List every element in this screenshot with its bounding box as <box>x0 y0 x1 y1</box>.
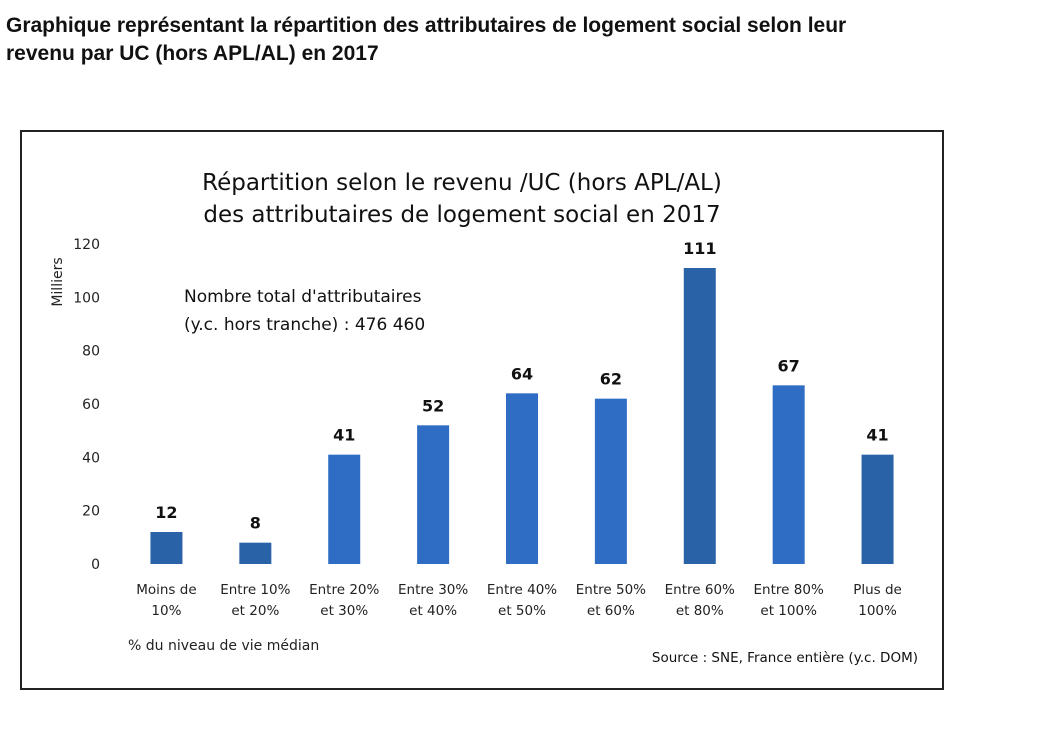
page-heading-line-1: Graphique représentant la répartition de… <box>6 14 847 37</box>
source-note: Source : SNE, France entière (y.c. DOM) <box>652 650 918 666</box>
bar <box>239 542 272 564</box>
y-tick-label: 40 <box>82 450 100 466</box>
category-label: Entre 20% <box>309 582 379 598</box>
y-axis-label: Milliers <box>50 257 66 306</box>
bar <box>683 268 716 564</box>
y-tick-label: 120 <box>73 237 100 253</box>
category-label: 10% <box>151 603 181 619</box>
category-label: Moins de <box>136 582 196 598</box>
bar <box>417 425 450 564</box>
category-label: 100% <box>858 603 897 619</box>
bar-chart: Répartition selon le revenu /UC (hors AP… <box>50 170 918 666</box>
x-axis-label: % du niveau de vie médian <box>128 638 319 654</box>
bar-value-label: 41 <box>866 426 888 445</box>
y-tick-label: 100 <box>73 290 100 306</box>
category-label: et 40% <box>409 603 457 619</box>
bar-value-label: 62 <box>600 370 622 389</box>
bar <box>772 385 805 564</box>
value-labels: 12 8 41 52 64 62 111 67 41 <box>155 239 888 533</box>
category-labels: Moins de 10% Entre 10% et 20% Entre 20% et 30… <box>136 582 902 619</box>
category-label: Entre 40% <box>487 582 557 598</box>
category-label: et 50% <box>498 603 546 619</box>
y-tick-label: 0 <box>91 557 100 573</box>
total-annotation-line-1: Nombre total d'attributaires <box>184 287 422 307</box>
bar-value-label: 12 <box>155 503 177 522</box>
bar-value-label: 8 <box>250 514 261 533</box>
category-label: et 60% <box>587 603 635 619</box>
bar <box>150 532 183 564</box>
bar-value-label: 52 <box>422 396 444 415</box>
category-label: Entre 10% <box>220 582 290 598</box>
bar <box>506 393 538 564</box>
y-tick-label: 80 <box>82 344 100 360</box>
category-label: et 30% <box>320 603 368 619</box>
bars <box>150 268 894 564</box>
bar-value-label: 67 <box>778 356 800 375</box>
category-label: Entre 30% <box>398 582 468 598</box>
chart-frame: Répartition selon le revenu /UC (hors AP… <box>20 130 944 690</box>
bar <box>328 454 361 564</box>
category-label: Plus de <box>853 582 902 598</box>
bar <box>861 454 894 564</box>
chart-title-line-2: des attributaires de logement social en … <box>203 202 720 228</box>
page-heading-line-2: revenu par UC (hors APL/AL) en 2017 <box>6 42 379 65</box>
category-label: Entre 60% <box>665 582 735 598</box>
category-label: et 80% <box>676 603 724 619</box>
category-label: et 100% <box>760 603 817 619</box>
chart-title-line-1: Répartition selon le revenu /UC (hors AP… <box>202 170 722 196</box>
y-tick-label: 20 <box>82 504 100 520</box>
page-heading: Graphique représentant la répartition de… <box>6 12 1036 68</box>
y-tick-label: 60 <box>82 397 100 413</box>
bar-value-label: 111 <box>683 239 716 258</box>
bar <box>594 398 627 564</box>
category-label: Entre 50% <box>576 582 646 598</box>
y-axis-ticks: 0 20 40 60 80 100 120 <box>73 237 100 573</box>
category-label: et 20% <box>231 603 279 619</box>
total-annotation-line-2: (y.c. hors tranche) : 476 460 <box>184 315 425 335</box>
category-label: Entre 80% <box>754 582 824 598</box>
bar-value-label: 64 <box>511 364 533 383</box>
bar-value-label: 41 <box>333 426 355 445</box>
